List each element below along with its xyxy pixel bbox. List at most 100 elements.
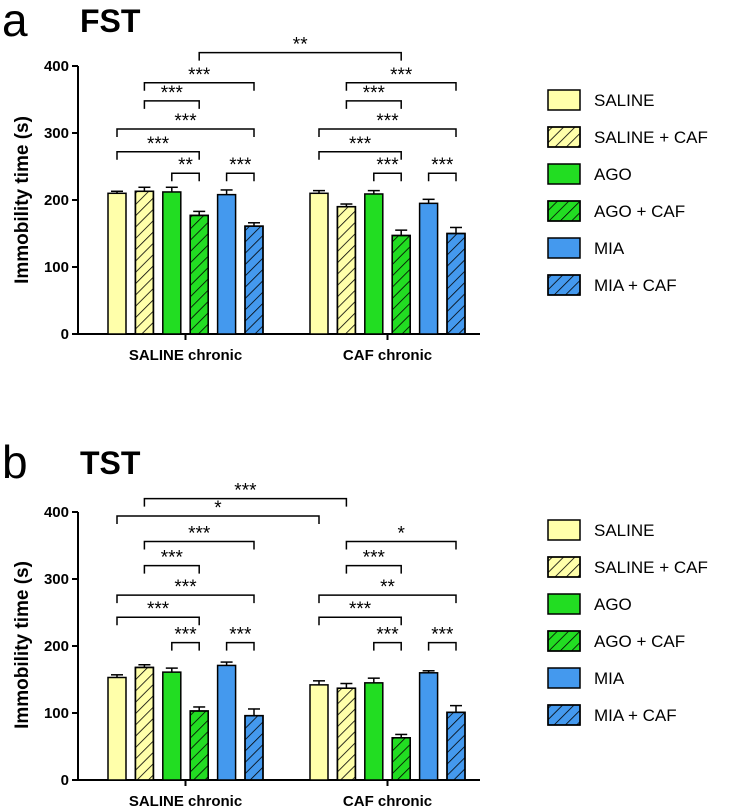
legend-swatch-hatch [547,200,581,222]
bar-saline [309,680,329,781]
panel-letter-b: b [2,436,28,488]
y-tick-label: 0 [61,772,69,789]
legend-label: SALINE + CAF [594,128,708,147]
significance-bracket: *** [345,65,457,91]
x-category-label: CAF chronic [343,793,432,807]
bar-mia-caf [446,226,466,335]
bar-ago [162,667,182,781]
legend-swatch [547,89,581,111]
bar-mia [216,661,237,781]
bar-saline-caf [134,186,155,335]
bar-hatch [189,214,209,335]
bracket-line [345,100,402,109]
legend-item: AGO [547,593,632,615]
significance-label: ** [178,155,193,176]
bracket-line [143,100,200,109]
legend-item: MIA + CAF [547,704,677,726]
legend-fst: SALINE SALINE + CAF AGO AGO + CAF MIA MIA + C… [547,89,708,296]
bracket-line [373,172,402,182]
bar-fill [162,191,182,335]
significance-label: *** [188,65,211,86]
bar-hatch [189,710,209,781]
significance-label: *** [363,548,386,569]
significance-label: *** [431,625,454,646]
bar-hatch [134,190,155,335]
significance-label: *** [390,65,413,86]
significance-label: *** [147,599,170,620]
significance-label: *** [161,83,184,104]
legend-swatch [547,163,581,185]
legend-label: SALINE [594,521,654,540]
legend-item: MIA + CAF [547,274,677,296]
bar-hatch [446,232,466,335]
y-tick-label: 100 [44,705,69,722]
legend-label: MIA + CAF [594,276,677,295]
bracket-line [143,497,348,507]
bracket-line [318,594,457,604]
bracket-line [143,82,255,91]
bar-ago-caf [189,706,209,781]
significance-label: *** [174,111,197,132]
bar-hatch [391,234,411,335]
significance-bracket: *** [143,481,348,507]
significance-label: *** [161,548,184,569]
y-tick-label: 300 [44,571,69,588]
bar-mia-caf [244,222,264,335]
bar-fill [364,193,384,335]
bar-ago-caf [391,733,411,781]
bracket-line [373,641,402,651]
significance-bracket: ** [171,155,200,182]
significance-bracket: *** [318,111,457,137]
bar-hatch [391,737,411,781]
legend-label: AGO [594,165,632,184]
panel-title-tst: TST [80,445,141,481]
significance-label: *** [349,134,372,155]
panel-tst: b TST Immobility time (s) 0 100 200 300 400 S… [2,436,480,807]
legend-item: AGO [547,163,632,185]
bar-mia-caf [446,704,466,781]
legend-item: AGO + CAF [547,200,685,222]
legend-label: AGO [594,595,632,614]
bar-hatch [244,225,264,335]
bracket-line [318,151,402,160]
bracket-line [318,616,402,626]
significance-bracket: *** [318,134,402,160]
legend-swatch-hatch [547,556,581,578]
legend-item: MIA [547,667,625,689]
significance-bracket: * [116,498,320,525]
significance-bracket: *** [116,577,255,604]
significance-bracket: *** [171,625,200,651]
bracket-line [171,641,200,651]
significance-bracket: *** [143,65,255,91]
significance-label: ** [380,577,395,598]
bar-saline [107,674,127,781]
bar-hatch [446,711,466,781]
significance-bracket: ** [198,35,402,61]
legend-item: MIA [547,237,625,259]
significance-label: *** [229,625,252,646]
bar-saline-caf [336,682,357,781]
bar-fill [216,193,237,335]
bar-ago-caf [391,229,411,335]
significance-bracket: *** [345,548,402,574]
significance-bracket: *** [225,625,255,651]
legend-label: AGO + CAF [594,632,685,651]
significance-label: *** [229,155,252,176]
bracket-line [225,172,255,182]
y-tick-label: 100 [44,259,69,276]
bar-ago [364,677,384,781]
significance-label: *** [174,625,197,646]
panel-letter-a: a [2,0,28,46]
significance-label: *** [376,625,399,646]
bracket-line [318,128,457,137]
legend-swatch-hatch [547,704,581,726]
bar-ago [364,189,384,335]
significance-bracket: *** [143,548,200,574]
significance-label: *** [349,599,372,620]
y-axis-label-fst: Immobility time (s) [12,116,33,284]
significance-label: *** [188,523,211,544]
significance-bracket: ** [318,577,457,604]
significance-label: *** [147,134,170,155]
significance-bracket: *** [345,83,402,109]
